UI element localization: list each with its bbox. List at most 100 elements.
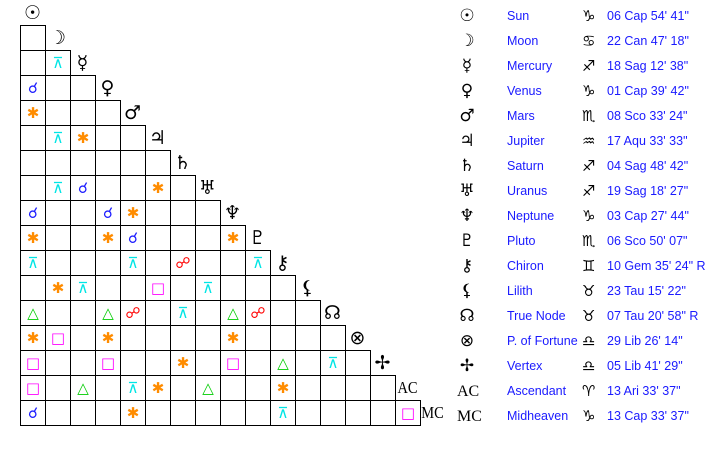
aspect-cell-jupiter-venus[interactable] [95, 125, 121, 151]
aspect-cell-saturn-mars[interactable] [120, 150, 146, 176]
aspect-cell-true-node-saturn[interactable]: ⊼ [170, 300, 196, 326]
aspect-cell-vertex-p-of-fortune[interactable] [345, 350, 371, 376]
aspect-cell-vertex-saturn[interactable]: ✱ [170, 350, 196, 376]
aspect-cell-p-of-fortune-chiron[interactable] [270, 325, 296, 351]
aspect-cell-saturn-sun[interactable] [20, 150, 46, 176]
aspect-cell-lilith-sun[interactable] [20, 275, 46, 301]
aspect-cell-neptune-saturn[interactable] [170, 200, 196, 226]
aspect-cell-vertex-moon[interactable] [45, 350, 71, 376]
aspect-cell-ascendant-jupiter[interactable]: ✱ [145, 375, 171, 401]
aspect-cell-midheaven-true-node[interactable] [320, 400, 346, 426]
aspect-cell-jupiter-moon[interactable]: ⊼ [45, 125, 71, 151]
aspect-cell-lilith-uranus[interactable]: ⊼ [195, 275, 221, 301]
aspect-cell-mars-moon[interactable] [45, 100, 71, 126]
aspect-cell-ascendant-lilith[interactable] [295, 375, 321, 401]
aspect-cell-p-of-fortune-lilith[interactable] [295, 325, 321, 351]
aspect-cell-true-node-moon[interactable] [45, 300, 71, 326]
aspect-cell-moon-sun[interactable] [20, 25, 46, 51]
aspect-cell-pluto-moon[interactable] [45, 225, 71, 251]
aspect-cell-mercury-moon[interactable]: ⊼ [45, 50, 71, 76]
aspect-cell-lilith-chiron[interactable] [270, 275, 296, 301]
aspect-cell-pluto-neptune[interactable]: ✱ [220, 225, 246, 251]
aspect-cell-true-node-mars[interactable]: ☍ [120, 300, 146, 326]
aspect-cell-vertex-mars[interactable] [120, 350, 146, 376]
aspect-cell-uranus-mercury[interactable]: ☌ [70, 175, 96, 201]
aspect-cell-vertex-uranus[interactable] [195, 350, 221, 376]
aspect-cell-ascendant-true-node[interactable] [320, 375, 346, 401]
aspect-cell-saturn-moon[interactable] [45, 150, 71, 176]
aspect-cell-vertex-chiron[interactable]: △ [270, 350, 296, 376]
aspect-cell-uranus-sun[interactable] [20, 175, 46, 201]
aspect-cell-midheaven-venus[interactable] [95, 400, 121, 426]
aspect-cell-vertex-mercury[interactable] [70, 350, 96, 376]
aspect-cell-vertex-lilith[interactable] [295, 350, 321, 376]
aspect-cell-chiron-jupiter[interactable] [145, 250, 171, 276]
aspect-cell-vertex-venus[interactable]: □ [95, 350, 121, 376]
aspect-cell-chiron-sun[interactable]: ⊼ [20, 250, 46, 276]
aspect-cell-neptune-sun[interactable]: ☌ [20, 200, 46, 226]
aspect-cell-vertex-true-node[interactable]: ⊼ [320, 350, 346, 376]
aspect-cell-neptune-jupiter[interactable] [145, 200, 171, 226]
aspect-cell-midheaven-moon[interactable] [45, 400, 71, 426]
aspect-cell-pluto-venus[interactable]: ✱ [95, 225, 121, 251]
aspect-cell-ascendant-mars[interactable]: ⊼ [120, 375, 146, 401]
aspect-cell-mars-mercury[interactable] [70, 100, 96, 126]
aspect-cell-pluto-mercury[interactable] [70, 225, 96, 251]
aspect-cell-p-of-fortune-sun[interactable]: ✱ [20, 325, 46, 351]
aspect-cell-ascendant-venus[interactable] [95, 375, 121, 401]
aspect-cell-vertex-pluto[interactable] [245, 350, 271, 376]
aspect-cell-jupiter-mercury[interactable]: ✱ [70, 125, 96, 151]
aspect-cell-uranus-jupiter[interactable]: ✱ [145, 175, 171, 201]
aspect-cell-lilith-mars[interactable] [120, 275, 146, 301]
aspect-cell-true-node-uranus[interactable] [195, 300, 221, 326]
aspect-cell-ascendant-uranus[interactable]: △ [195, 375, 221, 401]
aspect-cell-ascendant-sun[interactable]: □ [20, 375, 46, 401]
aspect-cell-p-of-fortune-mars[interactable] [120, 325, 146, 351]
aspect-cell-saturn-venus[interactable] [95, 150, 121, 176]
aspect-cell-pluto-sun[interactable]: ✱ [20, 225, 46, 251]
aspect-cell-uranus-venus[interactable] [95, 175, 121, 201]
aspect-cell-lilith-neptune[interactable] [220, 275, 246, 301]
aspect-cell-venus-mercury[interactable] [70, 75, 96, 101]
aspect-cell-ascendant-neptune[interactable] [220, 375, 246, 401]
aspect-cell-true-node-lilith[interactable] [295, 300, 321, 326]
aspect-cell-lilith-mercury[interactable]: ⊼ [70, 275, 96, 301]
aspect-cell-mars-sun[interactable]: ✱ [20, 100, 46, 126]
aspect-cell-lilith-venus[interactable] [95, 275, 121, 301]
aspect-cell-midheaven-vertex[interactable] [370, 400, 396, 426]
aspect-cell-p-of-fortune-mercury[interactable] [70, 325, 96, 351]
aspect-cell-uranus-mars[interactable] [120, 175, 146, 201]
aspect-cell-neptune-uranus[interactable] [195, 200, 221, 226]
aspect-cell-p-of-fortune-venus[interactable]: ✱ [95, 325, 121, 351]
aspect-cell-uranus-saturn[interactable] [170, 175, 196, 201]
aspect-cell-ascendant-pluto[interactable] [245, 375, 271, 401]
aspect-cell-pluto-uranus[interactable] [195, 225, 221, 251]
aspect-cell-chiron-mars[interactable]: ⊼ [120, 250, 146, 276]
aspect-cell-midheaven-chiron[interactable]: ⊼ [270, 400, 296, 426]
aspect-cell-chiron-mercury[interactable] [70, 250, 96, 276]
aspect-cell-vertex-sun[interactable]: □ [20, 350, 46, 376]
aspect-cell-ascendant-vertex[interactable] [370, 375, 396, 401]
aspect-cell-pluto-jupiter[interactable] [145, 225, 171, 251]
aspect-cell-chiron-uranus[interactable] [195, 250, 221, 276]
aspect-cell-lilith-moon[interactable]: ✱ [45, 275, 71, 301]
aspect-cell-neptune-venus[interactable]: ☌ [95, 200, 121, 226]
aspect-cell-midheaven-sun[interactable]: ☌ [20, 400, 46, 426]
aspect-cell-jupiter-sun[interactable] [20, 125, 46, 151]
aspect-cell-neptune-moon[interactable] [45, 200, 71, 226]
aspect-cell-p-of-fortune-pluto[interactable] [245, 325, 271, 351]
aspect-cell-ascendant-chiron[interactable]: ✱ [270, 375, 296, 401]
aspect-cell-midheaven-p-of-fortune[interactable] [345, 400, 371, 426]
aspect-cell-true-node-pluto[interactable]: ☍ [245, 300, 271, 326]
aspect-cell-midheaven-lilith[interactable] [295, 400, 321, 426]
aspect-cell-p-of-fortune-jupiter[interactable] [145, 325, 171, 351]
aspect-cell-ascendant-p-of-fortune[interactable] [345, 375, 371, 401]
aspect-cell-midheaven-jupiter[interactable] [145, 400, 171, 426]
aspect-cell-true-node-mercury[interactable] [70, 300, 96, 326]
aspect-cell-p-of-fortune-saturn[interactable] [170, 325, 196, 351]
aspect-cell-p-of-fortune-uranus[interactable] [195, 325, 221, 351]
aspect-cell-chiron-neptune[interactable] [220, 250, 246, 276]
aspect-cell-pluto-saturn[interactable] [170, 225, 196, 251]
aspect-cell-chiron-moon[interactable] [45, 250, 71, 276]
aspect-cell-true-node-jupiter[interactable] [145, 300, 171, 326]
